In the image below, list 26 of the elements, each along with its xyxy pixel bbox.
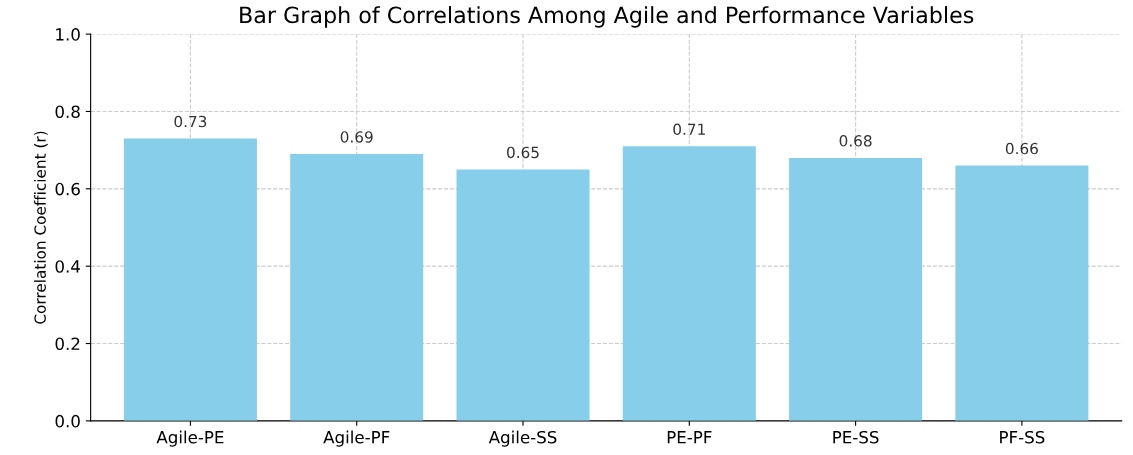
x-tick-label: Agile-SS — [488, 430, 557, 447]
data-label: 0.66 — [1005, 142, 1038, 155]
bar — [789, 157, 923, 421]
data-label: 0.68 — [839, 135, 872, 147]
data-label: 0.65 — [507, 146, 539, 159]
chart-title: Bar Graph of Correlations Among Agile and Performance Variables — [240, 6, 974, 28]
x-tick-label: Agile-PE — [156, 430, 224, 447]
data-label: 0.73 — [174, 115, 207, 128]
bar — [955, 165, 1089, 421]
y-axis-title: Correlation Coefficient (r) — [34, 131, 48, 324]
x-tick-label: PE-SS — [833, 430, 879, 444]
y-tick-label: 1.0 — [56, 28, 80, 41]
y-tick-label: 0.8 — [55, 105, 80, 119]
x-tick-label: PF-SS — [1000, 430, 1045, 444]
y-tick-label: 0.0 — [55, 414, 80, 428]
data-label: 0.71 — [673, 123, 705, 135]
y-tick-label: 0.2 — [55, 337, 80, 351]
bar — [456, 169, 590, 421]
y-tick-label: 0.4 — [55, 260, 80, 273]
y-tick-label: 0.6 — [55, 182, 80, 196]
x-tick-label: Agile-PF — [323, 430, 390, 447]
bar — [290, 154, 424, 421]
bar — [622, 146, 756, 421]
data-label: 0.69 — [340, 131, 373, 143]
bar — [123, 138, 257, 421]
x-tick-label: PE-PF — [667, 431, 712, 444]
